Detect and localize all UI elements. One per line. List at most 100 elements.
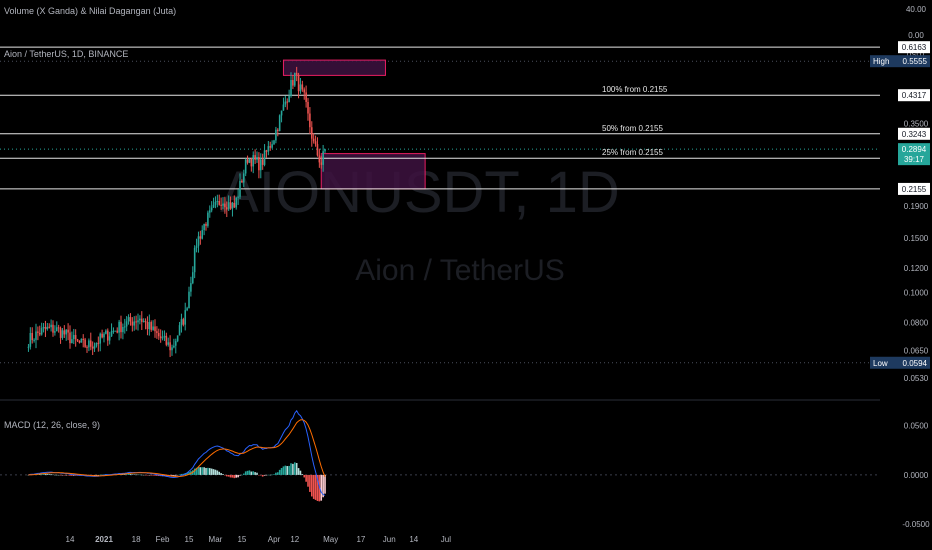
- macd-histogram-bar: [93, 474, 96, 476]
- candle-body: [244, 159, 247, 174]
- candle-body: [72, 334, 75, 340]
- candle-body: [273, 140, 275, 145]
- macd-histogram-bar: [171, 474, 173, 477]
- candle-body: [218, 200, 221, 205]
- macd-histogram-bar: [95, 474, 98, 476]
- macd-histogram-bar: [278, 469, 281, 475]
- candle-body: [265, 150, 268, 152]
- time-tick: Mar: [209, 535, 223, 544]
- price-tick: 0.1500: [904, 234, 929, 243]
- macd-histogram-bar: [322, 474, 324, 498]
- candle-body: [108, 336, 111, 341]
- macd-histogram-bar: [193, 468, 196, 475]
- symbol-label[interactable]: Aion / TetherUS, 1D, BINANCE: [4, 49, 128, 59]
- time-tick: Jun: [383, 535, 396, 544]
- macd-histogram-bar: [57, 474, 60, 476]
- macd-histogram-bar: [197, 467, 200, 475]
- candle-body: [216, 200, 219, 202]
- macd-histogram-bar: [42, 473, 45, 475]
- candle-body: [324, 149, 326, 152]
- candle-body: [246, 159, 249, 163]
- candle-body: [284, 101, 287, 105]
- candle-body: [269, 146, 272, 148]
- candle-body: [55, 327, 58, 332]
- macd-histogram-bar: [241, 474, 243, 476]
- candle-body: [163, 335, 166, 338]
- candle-body: [259, 159, 262, 171]
- macd-tick: -0.0500: [902, 520, 930, 529]
- candle-body: [120, 321, 122, 333]
- macd-histogram-bar: [320, 474, 323, 501]
- macd-histogram-bar: [72, 474, 75, 476]
- macd-histogram-bar: [140, 474, 143, 476]
- candle-body: [248, 158, 251, 163]
- candle-body: [201, 230, 204, 239]
- macd-histogram-bar: [292, 463, 294, 475]
- macd-histogram-bar: [74, 474, 77, 476]
- candle-body: [318, 155, 321, 163]
- low-tag-bg: [870, 356, 930, 369]
- price-tick: 0.1200: [904, 264, 929, 273]
- level-tag-bg: [898, 182, 930, 195]
- candle-body: [208, 210, 211, 213]
- candle-body: [127, 317, 130, 322]
- macd-histogram-bar: [180, 473, 183, 475]
- candle-body: [88, 340, 90, 348]
- time-tick: 12: [290, 535, 299, 544]
- candle-body: [261, 159, 264, 165]
- candle-body: [231, 202, 234, 209]
- macd-histogram-bar: [284, 465, 287, 475]
- macd-histogram-bar: [176, 474, 179, 476]
- time-axis: 14 2021 18 Feb 15 Mar 15 Apr 12 May 17 Jun 14 Jul: [66, 535, 452, 544]
- macd-histogram-bar: [265, 474, 268, 476]
- level-tag: 0.6163: [902, 43, 927, 52]
- high-tag-label: High: [873, 57, 889, 66]
- macd-histogram-bar: [233, 474, 236, 479]
- candle-body: [212, 204, 215, 208]
- candle-body: [118, 321, 120, 333]
- candle-body: [169, 342, 171, 351]
- candle-body: [227, 202, 230, 210]
- candle-body: [167, 342, 170, 345]
- macd-histogram-bar: [252, 471, 255, 475]
- macd-histogram-bar: [40, 474, 43, 475]
- candle-body: [191, 272, 194, 284]
- candle-body: [280, 110, 283, 116]
- price-tick: 0.3500: [904, 120, 929, 129]
- time-tick: Apr: [268, 535, 281, 544]
- macd-histogram-bar: [65, 474, 68, 476]
- macd-histogram-bar: [303, 474, 306, 478]
- macd-histogram-bar: [244, 471, 247, 475]
- price-tick: 0.0800: [904, 319, 929, 328]
- candle-body: [48, 326, 51, 328]
- macd-histogram-bar: [256, 472, 258, 475]
- candle-body: [225, 207, 228, 210]
- candle-body: [178, 325, 181, 336]
- macd-histogram-bar: [227, 474, 230, 477]
- candle-body: [235, 197, 238, 208]
- macd-histogram-bar: [205, 467, 207, 475]
- candle-body: [84, 339, 86, 347]
- macd-histogram-bar: [297, 468, 300, 475]
- time-tick: 17: [356, 535, 365, 544]
- macd-histogram-bar: [71, 474, 73, 476]
- macd-histogram-bar: [212, 469, 215, 475]
- candle-body: [106, 330, 109, 341]
- macd-label[interactable]: MACD (12, 26, close, 9): [4, 420, 100, 430]
- candle-body: [278, 115, 281, 131]
- macd-histogram-bar: [231, 474, 234, 478]
- candle-body: [135, 321, 137, 323]
- macd-histogram-bar: [201, 467, 204, 475]
- candle-body: [144, 321, 147, 323]
- macd-histogram-bar: [214, 469, 217, 475]
- candle-body: [97, 342, 100, 344]
- candle-body: [239, 180, 241, 197]
- macd-histogram-bar: [144, 474, 147, 476]
- candle-body: [82, 338, 85, 340]
- candle-body: [190, 283, 192, 292]
- candle-body: [295, 72, 298, 75]
- candle-body: [54, 331, 56, 333]
- low-tag-value: 0.0594: [903, 359, 928, 368]
